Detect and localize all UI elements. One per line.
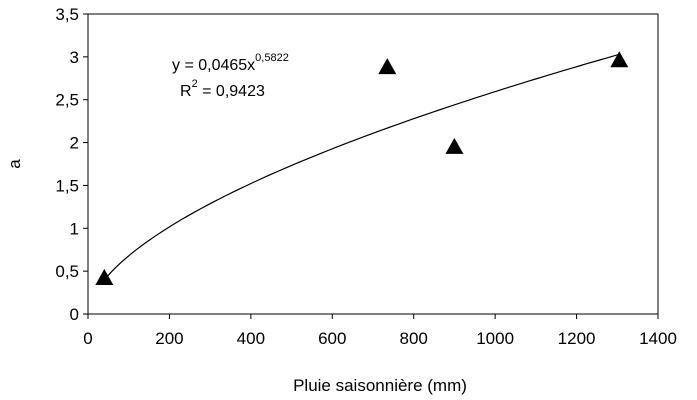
x-tick-label: 0: [83, 329, 92, 348]
x-axis-tick-labels: 0 200 400 600 800 1000 1200 1400: [83, 329, 677, 348]
plot-area: [87, 13, 659, 315]
x-tick-label: 800: [400, 329, 428, 348]
x-tick-label: 200: [155, 329, 183, 348]
y-tick-label: 2: [70, 134, 79, 153]
y-axis-tick-labels: 0 0,5 1 1,5 2 2,5 3 3,5: [55, 5, 79, 324]
x-tick-label: 400: [237, 329, 265, 348]
x-tick-label: 1400: [639, 329, 677, 348]
x-tick-label: 600: [318, 329, 346, 348]
y-axis-title: a: [5, 159, 24, 169]
x-axis-title: Pluie saisonnière (mm): [293, 376, 467, 395]
r-squared-label: R2 = 0,9423: [180, 78, 265, 100]
equation-label: y = 0,0465x0,5822: [172, 52, 289, 74]
data-point-marker: [378, 58, 397, 75]
data-point-marker: [445, 137, 464, 154]
y-tick-label: 0: [70, 305, 79, 324]
y-tick-label: 3: [70, 48, 79, 67]
data-point-marker: [610, 51, 629, 68]
data-point-marker: [95, 269, 114, 285]
x-tick-label: 1200: [558, 329, 596, 348]
y-tick-label: 3,5: [55, 5, 79, 24]
y-tick-label: 0,5: [55, 262, 79, 281]
y-tick-label: 1,5: [55, 176, 79, 195]
trendline: [103, 53, 620, 281]
y-tick-label: 1: [70, 219, 79, 238]
data-markers: [95, 51, 629, 285]
x-axis-ticks: [87, 314, 659, 319]
x-tick-label: 1000: [476, 329, 514, 348]
y-tick-label: 2,5: [55, 91, 79, 110]
y-axis-ticks: [83, 13, 88, 315]
